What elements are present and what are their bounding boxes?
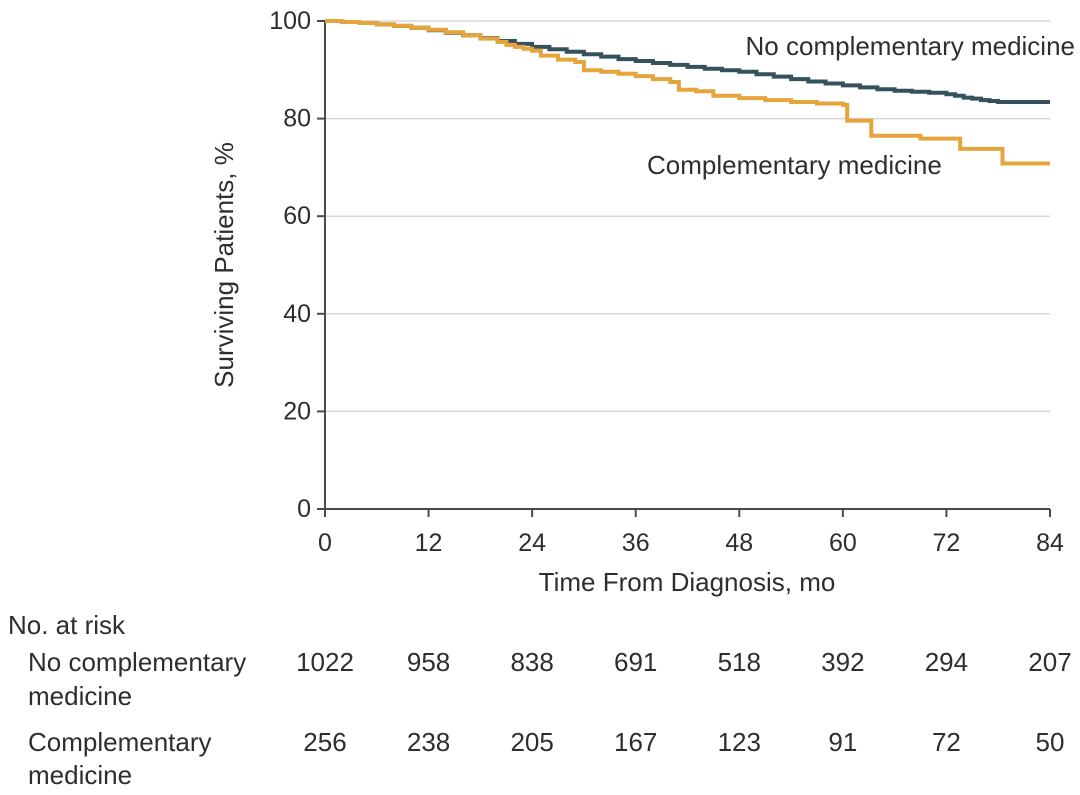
at-risk-row-label-no-complementary-line2: medicine xyxy=(28,681,132,711)
y-axis-title: Surviving Patients, % xyxy=(209,142,239,388)
y-tick-label-60: 60 xyxy=(283,202,311,230)
at-risk-value: 1022 xyxy=(296,647,354,677)
y-tick-label-80: 80 xyxy=(283,105,311,133)
curve-label-no-complementary-medicine: No complementary medicine xyxy=(746,31,1075,61)
at-risk-row-label-no-complementary-line1: No complementary xyxy=(28,647,246,677)
at-risk-value: 256 xyxy=(303,727,346,757)
gridlines-layer xyxy=(325,20,1050,413)
y-tick-label-20: 20 xyxy=(283,397,311,425)
at-risk-value: 50 xyxy=(1036,727,1065,757)
x-tick-label-36: 36 xyxy=(622,529,650,557)
at-risk-values-layer: 1022 958 838 691 518 392 294 207 256 238 205 167 123… xyxy=(296,647,1072,757)
at-risk-value: 207 xyxy=(1028,647,1071,677)
x-tick-label-12: 12 xyxy=(415,529,443,557)
at-risk-value: 167 xyxy=(614,727,657,757)
y-tick-label-0: 0 xyxy=(297,495,311,523)
at-risk-value: 205 xyxy=(510,727,553,757)
at-risk-value: 691 xyxy=(614,647,657,677)
at-risk-value: 72 xyxy=(932,727,961,757)
y-tick-label-40: 40 xyxy=(283,300,311,328)
at-risk-value: 392 xyxy=(821,647,864,677)
y-tick-label-100: 100 xyxy=(269,7,311,35)
series-curves-layer xyxy=(325,19,1050,166)
tick-labels-layer: 0 20 40 60 80 100 0 12 24 36 48 60 72 84 xyxy=(269,7,1064,557)
x-tick-label-48: 48 xyxy=(725,529,753,557)
axes-layer xyxy=(317,20,1051,517)
at-risk-value: 958 xyxy=(407,647,450,677)
at-risk-row-label-complementary-line1: Complementary xyxy=(28,727,212,757)
x-tick-label-60: 60 xyxy=(829,529,857,557)
at-risk-row-label-complementary-line2: medicine xyxy=(28,760,132,790)
x-tick-label-0: 0 xyxy=(318,529,332,557)
x-axis-title: Time From Diagnosis, mo xyxy=(539,567,836,597)
at-risk-value: 91 xyxy=(828,727,857,757)
at-risk-value: 238 xyxy=(407,727,450,757)
at-risk-value: 838 xyxy=(510,647,553,677)
x-tick-label-72: 72 xyxy=(933,529,961,557)
complementary-medicine-curve xyxy=(325,19,1050,166)
x-tick-label-84: 84 xyxy=(1036,529,1064,557)
at-risk-title: No. at risk xyxy=(8,610,126,640)
curve-label-complementary-medicine: Complementary medicine xyxy=(647,150,942,180)
x-tick-label-24: 24 xyxy=(518,529,546,557)
at-risk-value: 123 xyxy=(718,727,761,757)
at-risk-value: 294 xyxy=(925,647,968,677)
at-risk-value: 518 xyxy=(718,647,761,677)
